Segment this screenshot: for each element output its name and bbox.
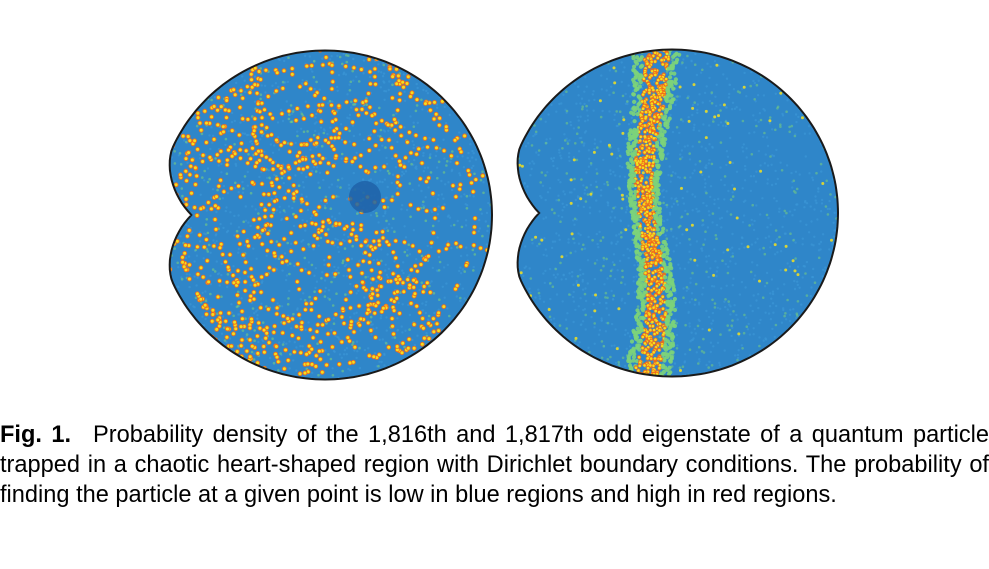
figure	[168, 48, 840, 381]
left-panel	[168, 49, 494, 381]
figure-label: Fig. 1.	[0, 422, 72, 448]
left-boundary	[168, 49, 494, 381]
caption-text: Probability density of the 1,816th and 1…	[0, 422, 989, 508]
right-density-pattern	[517, 49, 838, 377]
right-panel	[516, 48, 840, 378]
right-boundary	[516, 48, 840, 378]
left-density-pattern	[169, 50, 492, 380]
eigenstate-figure	[168, 48, 840, 381]
figure-caption: Fig. 1. Probability density of the 1,816t…	[0, 421, 989, 510]
